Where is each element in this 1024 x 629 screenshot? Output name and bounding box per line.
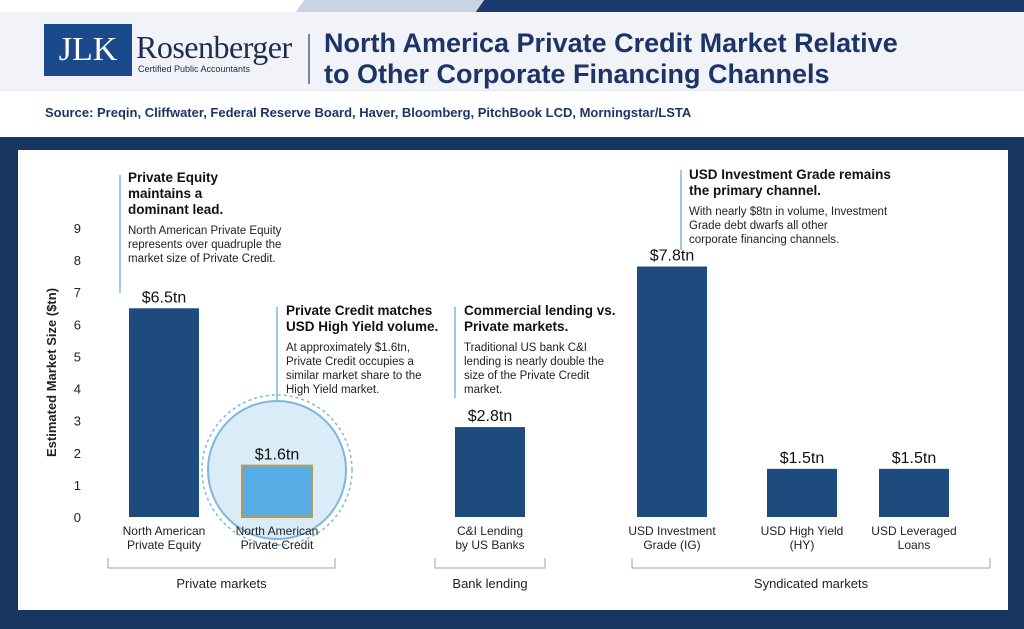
category-label: by US Banks [455, 538, 524, 552]
y-tick-label: 5 [74, 349, 81, 364]
highlight-ring-outer [201, 394, 353, 546]
category-label: Private Credit [241, 538, 314, 552]
bar-value-label: $1.5tn [780, 450, 824, 467]
annotation-body: size of the Private Credit [464, 370, 590, 382]
group-label: Syndicated markets [754, 576, 869, 591]
category-label: Grade (IG) [643, 538, 700, 552]
y-tick-label: 1 [74, 478, 81, 493]
header-rule [0, 90, 1024, 91]
bar-value-label: $7.8tn [650, 248, 694, 265]
y-axis-title: Estimated Market Size ($tn) [44, 288, 59, 457]
annotation-heading: USD High Yield volume. [286, 319, 438, 334]
y-tick-label: 8 [74, 253, 81, 268]
annotation-body: corporate financing channels. [689, 234, 839, 246]
bar-value-label: $1.6tn [255, 447, 299, 464]
annotation-body: represents over quadruple the [128, 239, 281, 251]
bar [455, 427, 525, 517]
group-bracket [434, 558, 546, 569]
category-label: USD Leveraged [871, 524, 956, 538]
logo-mark: JLK [44, 24, 132, 76]
category-label: C&I Lending [457, 524, 523, 538]
logo-subtitle: Certified Public Accountants [138, 63, 251, 74]
category-label: Loans [898, 538, 931, 552]
annotation-body: North American Private Equity [128, 225, 282, 237]
category-label: North American [236, 524, 319, 538]
title-line-2: to Other Corporate Financing Channels [324, 59, 830, 89]
y-tick-label: 2 [74, 446, 81, 461]
group-bracket [107, 558, 336, 569]
y-tick-label: 3 [74, 414, 81, 429]
annotation-heading: Private markets. [464, 319, 568, 334]
annotation-heading: Private Equity [128, 170, 219, 185]
page-title: North America Private Credit Market Rela… [324, 28, 1014, 90]
category-label: North American [123, 524, 206, 538]
bar [637, 266, 707, 517]
page-header: JLK Rosenberger Certified Public Account… [0, 12, 1024, 90]
bar [129, 308, 199, 517]
annotation-heading: dominant lead. [128, 202, 223, 217]
annotation-body: Private Credit occupies a [286, 356, 414, 368]
group-label: Private markets [176, 576, 267, 591]
top-accent-stripe [0, 0, 1024, 12]
category-label: USD High Yield [761, 524, 844, 538]
y-tick-label: 0 [74, 510, 81, 525]
group-label: Bank lending [452, 576, 527, 591]
annotation-body: High Yield market. [286, 384, 379, 396]
y-tick-label: 7 [74, 285, 81, 300]
annotation-heading: Commercial lending vs. [464, 303, 616, 318]
annotation-body: Traditional US bank C&I [464, 342, 587, 354]
company-logo: JLK Rosenberger Certified Public Account… [44, 24, 292, 80]
annotation-body: similar market share to the [286, 370, 422, 382]
annotation-body: lending is nearly double the [464, 356, 604, 368]
bar-highlighted [241, 464, 313, 518]
annotation-heading: maintains a [128, 186, 203, 201]
logo-name: Rosenberger [136, 28, 292, 65]
annotation-heading: USD Investment Grade remains [689, 167, 891, 182]
category-label: USD Investment [628, 524, 716, 538]
annotation-heading: the primary channel. [689, 183, 821, 198]
source-note: Source: Preqin, Cliffwater, Federal Rese… [45, 105, 692, 120]
y-tick-label: 6 [74, 317, 81, 332]
title-line-1: North America Private Credit Market Rela… [324, 28, 898, 58]
header-divider [308, 34, 310, 84]
bar-value-label: $2.8tn [468, 408, 512, 425]
y-tick-label: 4 [74, 382, 81, 397]
y-tick-label: 9 [74, 221, 81, 236]
bar-chart: 0 1 2 3 4 5 6 7 8 9 Estimated Market Size ($tn) $6.… [44, 167, 991, 591]
bar-value-label: $6.5tn [142, 289, 186, 306]
bar [879, 468, 949, 517]
group-bracket [631, 558, 991, 569]
annotation-heading: Private Credit matches [286, 303, 432, 318]
annotation-body: Grade debt dwarfs all other [689, 220, 828, 232]
annotation-body: market size of Private Credit. [128, 253, 276, 265]
bar-value-label: $1.5tn [892, 450, 936, 467]
bar [767, 468, 837, 517]
annotation-body: With nearly $8tn in volume, Investment [689, 206, 888, 218]
chart-panel: 0 1 2 3 4 5 6 7 8 9 Estimated Market Size ($tn) $6.… [18, 150, 1008, 610]
category-label: (HY) [790, 538, 815, 552]
annotation-body: market. [464, 384, 502, 396]
annotation-body: At approximately $1.6tn, [286, 342, 410, 354]
category-label: Private Equity [127, 538, 201, 552]
